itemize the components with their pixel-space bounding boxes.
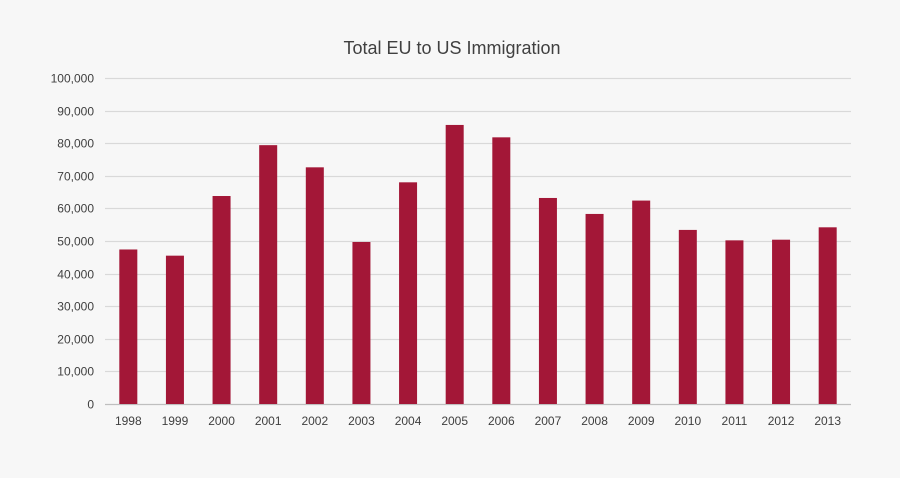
y-tick-label: 100,000 <box>51 72 95 86</box>
x-axis-tick-labels: 1998 1999 2000 2001 2002 2003 2004 2005 2006 2007… <box>115 414 841 428</box>
bar-2005 <box>445 124 464 404</box>
y-tick-label: 50,000 <box>57 235 94 249</box>
y-tick-label: 20,000 <box>57 333 94 347</box>
x-tick-label: 2013 <box>814 414 841 428</box>
y-tick-label: 60,000 <box>57 202 94 216</box>
bar-2013 <box>818 227 837 404</box>
bar-2004 <box>399 182 418 404</box>
bar-2008 <box>585 213 604 404</box>
y-tick-label: 40,000 <box>57 268 94 282</box>
bar-2002 <box>305 167 324 404</box>
bar-2011 <box>725 240 744 404</box>
bar-2007 <box>538 197 557 404</box>
chart-title: Total EU to US Immigration <box>343 38 560 58</box>
bar-2012 <box>772 239 791 404</box>
bar-2001 <box>259 145 278 404</box>
x-tick-label: 2004 <box>395 414 422 428</box>
x-tick-label: 2008 <box>581 414 608 428</box>
bars <box>119 124 837 404</box>
x-tick-label: 2010 <box>674 414 701 428</box>
x-tick-label: 1998 <box>115 414 142 428</box>
x-tick-label: 2009 <box>628 414 655 428</box>
y-tick-label: 70,000 <box>57 170 94 184</box>
y-tick-label: 90,000 <box>57 105 94 119</box>
x-tick-label: 2002 <box>301 414 328 428</box>
y-axis-tick-labels: 0 10,000 20,000 30,000 40,000 50,000 60,000 70,… <box>51 72 95 412</box>
bar-2010 <box>678 229 697 404</box>
x-tick-label: 2005 <box>441 414 468 428</box>
y-tick-label: 0 <box>87 398 94 412</box>
x-tick-label: 2003 <box>348 414 375 428</box>
y-tick-label: 30,000 <box>57 300 94 314</box>
y-tick-label: 10,000 <box>57 365 94 379</box>
x-tick-label: 2000 <box>208 414 235 428</box>
x-tick-label: 2011 <box>722 414 748 428</box>
bar-2000 <box>212 196 231 404</box>
bar-2003 <box>352 241 371 404</box>
bar-1998 <box>119 249 138 404</box>
y-tick-label: 80,000 <box>57 137 94 151</box>
x-tick-label: 2012 <box>768 414 795 428</box>
x-tick-label: 1999 <box>162 414 189 428</box>
bar-2009 <box>632 200 651 404</box>
bar-2006 <box>492 137 511 404</box>
x-tick-label: 2001 <box>255 414 282 428</box>
x-tick-label: 2006 <box>488 414 515 428</box>
x-tick-label: 2007 <box>535 414 562 428</box>
bar-1999 <box>165 255 184 404</box>
